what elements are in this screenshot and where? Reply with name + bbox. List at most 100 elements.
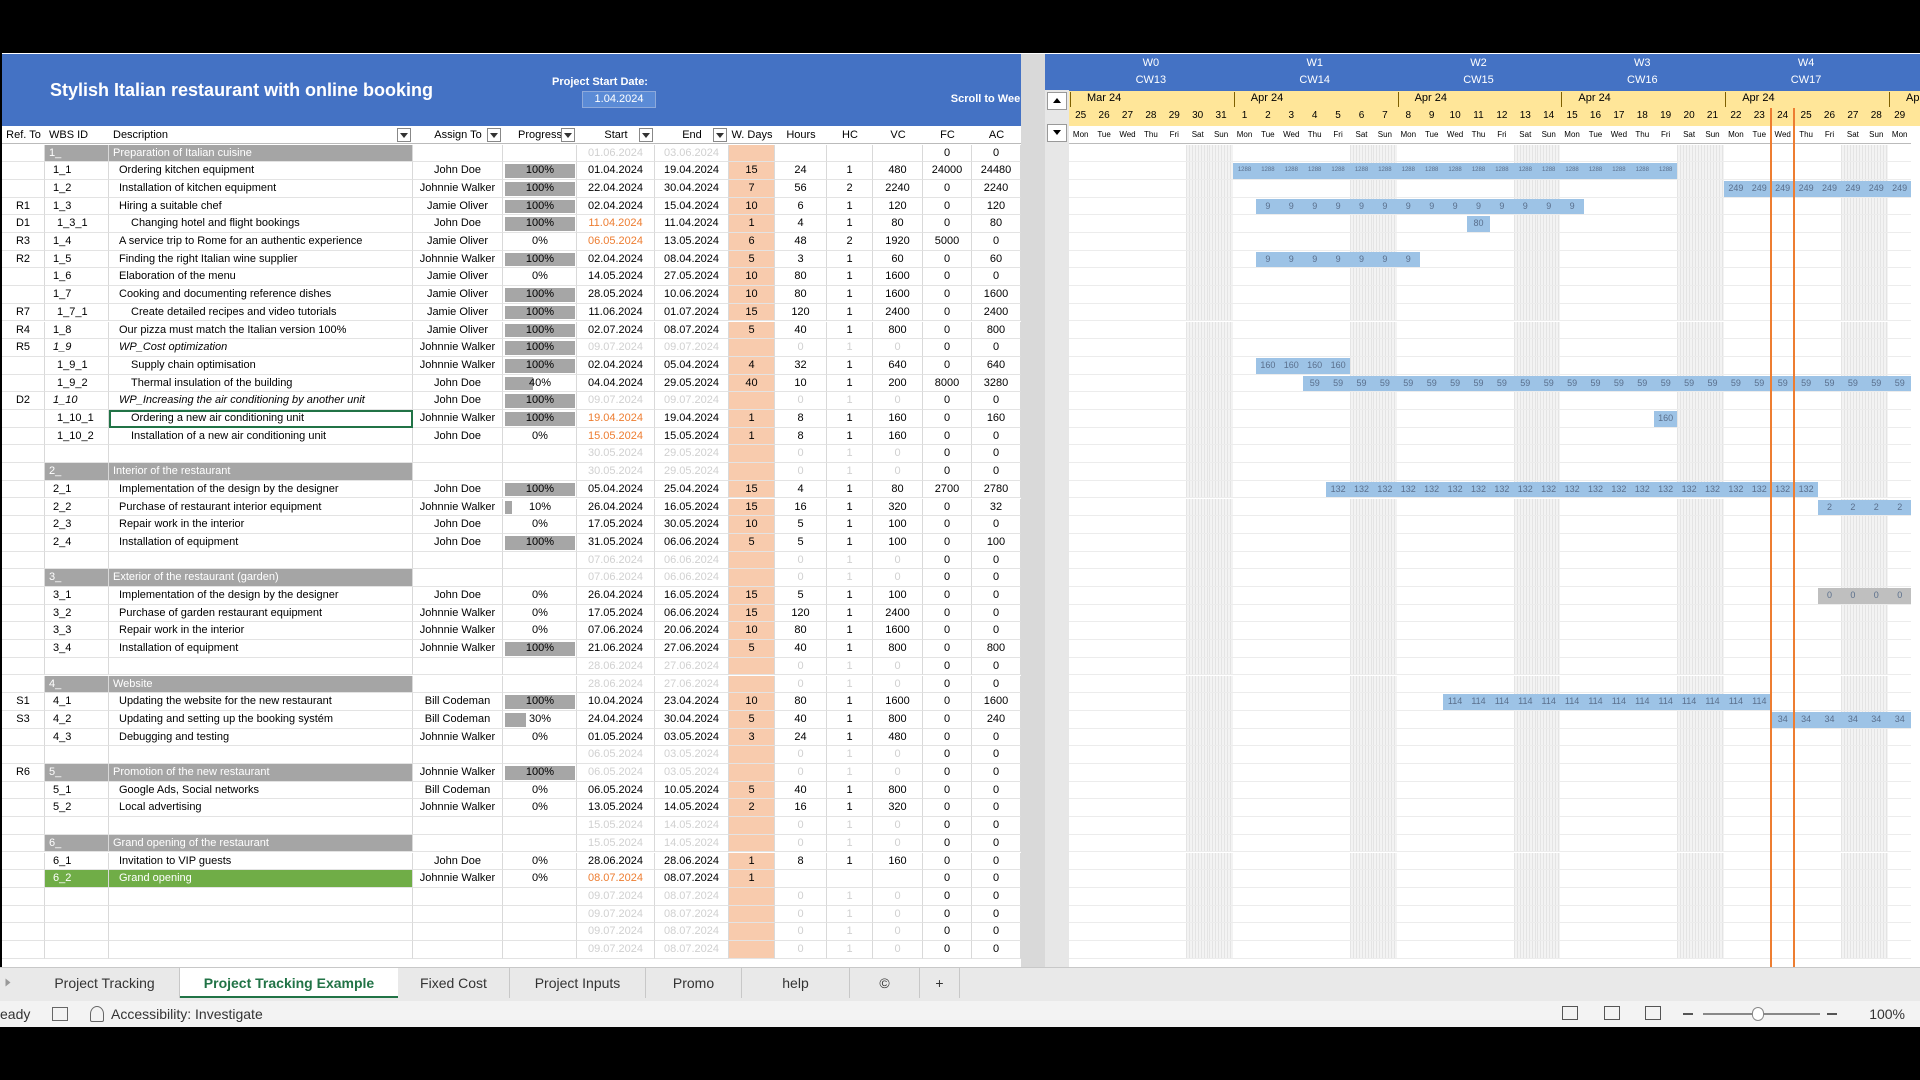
cell: 0 bbox=[873, 445, 923, 464]
cell: 0 bbox=[972, 392, 1021, 410]
zoom-out[interactable] bbox=[1683, 1013, 1693, 1015]
cell: 24000 bbox=[923, 162, 972, 180]
timeline-cell bbox=[1443, 516, 1467, 534]
cell: R1 bbox=[2, 197, 45, 216]
timeline-cell bbox=[1349, 410, 1374, 428]
cell: 1 bbox=[827, 286, 873, 304]
cell: 0 bbox=[775, 657, 827, 676]
zoom-level[interactable]: 100% bbox=[1869, 1006, 1905, 1022]
timeline-cell bbox=[1630, 746, 1654, 764]
timeline-cell bbox=[1654, 870, 1678, 888]
cell: 0 bbox=[972, 516, 1021, 534]
cell: 0 bbox=[923, 941, 972, 959]
gantt-cell: 9 bbox=[1513, 198, 1537, 215]
cell bbox=[45, 657, 109, 676]
sheet-tab[interactable]: Project Tracking Example bbox=[180, 968, 398, 998]
month-band bbox=[1069, 91, 1920, 126]
gantt-cell: 2 bbox=[1864, 499, 1888, 516]
timeline-cell bbox=[1139, 533, 1163, 552]
cell: 0 bbox=[775, 746, 827, 764]
timeline-cell bbox=[1466, 498, 1491, 517]
timeline-cell bbox=[1420, 640, 1444, 658]
sheet-tab[interactable]: © bbox=[850, 968, 920, 998]
timeline-cell bbox=[1232, 693, 1257, 711]
cell bbox=[503, 834, 577, 853]
timeline-cell bbox=[1841, 551, 1865, 570]
timeline-cell bbox=[1864, 268, 1888, 287]
timeline-cell bbox=[1443, 179, 1467, 198]
timeline-cell bbox=[1490, 551, 1514, 570]
gantt-cell: 34 bbox=[1771, 711, 1795, 728]
timeline-cell bbox=[1537, 268, 1561, 287]
timeline-cell bbox=[1490, 622, 1514, 641]
header-band bbox=[2, 54, 1069, 126]
timeline-cell bbox=[1162, 887, 1186, 906]
timeline-cell bbox=[1677, 463, 1701, 481]
timeline-cell bbox=[1560, 764, 1584, 782]
timeline-cell bbox=[1888, 197, 1912, 216]
timeline-cell bbox=[1724, 250, 1748, 269]
timeline-cell bbox=[1303, 622, 1327, 641]
view-break[interactable] bbox=[1645, 1006, 1661, 1020]
gantt-cell: 59 bbox=[1794, 375, 1818, 392]
timeline-cell bbox=[1256, 233, 1280, 251]
timeline-cell bbox=[1092, 657, 1116, 676]
cell: 1 bbox=[827, 764, 873, 782]
timeline-cell bbox=[1888, 250, 1912, 269]
timeline-cell bbox=[1443, 144, 1467, 163]
cell bbox=[873, 870, 923, 888]
progress-bar bbox=[505, 376, 533, 391]
week-label: W4 bbox=[1797, 57, 1815, 69]
timeline-cell bbox=[1724, 569, 1748, 587]
timeline-cell bbox=[1700, 852, 1725, 871]
timeline-cell bbox=[1162, 498, 1186, 517]
timeline-cell bbox=[1303, 463, 1327, 481]
timeline-cell bbox=[1724, 445, 1748, 464]
sheet-tab[interactable]: Project Tracking bbox=[30, 968, 180, 998]
timeline-cell bbox=[1537, 710, 1561, 729]
timeline-cell bbox=[1396, 905, 1420, 924]
timeline-cell bbox=[1677, 587, 1701, 605]
progress-bar bbox=[505, 164, 575, 178]
timeline-cell bbox=[1209, 533, 1233, 552]
timeline-cell bbox=[1560, 905, 1584, 924]
cell: 0 bbox=[775, 551, 827, 570]
gantt-cell: 59 bbox=[1396, 375, 1420, 392]
timeline-cell bbox=[1654, 321, 1678, 340]
timeline-cell bbox=[1677, 144, 1701, 163]
timeline-cell bbox=[1279, 445, 1303, 464]
timeline-cell bbox=[1256, 781, 1280, 800]
sheet-tab[interactable]: help bbox=[742, 968, 850, 998]
sheet-tab[interactable]: Promo bbox=[646, 968, 742, 998]
view-layout[interactable] bbox=[1604, 1006, 1620, 1020]
timeline-cell bbox=[1303, 764, 1327, 782]
cell: 30.05.2024 bbox=[577, 445, 655, 464]
zoom-thumb[interactable] bbox=[1752, 1007, 1764, 1021]
timeline-cell bbox=[1607, 781, 1631, 800]
cell: 0 bbox=[775, 817, 827, 835]
timeline-cell bbox=[1443, 746, 1467, 764]
timeline-cell bbox=[1724, 144, 1748, 163]
timeline-cell bbox=[1747, 410, 1771, 428]
timeline-cell bbox=[1232, 303, 1257, 322]
timeline-cell bbox=[1186, 215, 1210, 233]
zoom-in[interactable] bbox=[1827, 1013, 1837, 1015]
timeline-cell bbox=[1841, 569, 1865, 587]
timeline-cell bbox=[1817, 764, 1842, 782]
accessibility-status[interactable]: Accessibility: Investigate bbox=[111, 1006, 263, 1022]
view-normal[interactable] bbox=[1562, 1006, 1578, 1020]
weekday: Sat bbox=[1186, 126, 1210, 144]
sheet-tab[interactable]: Project Inputs bbox=[510, 968, 646, 998]
timeline-cell bbox=[1443, 640, 1467, 658]
timeline-cell bbox=[1069, 339, 1093, 357]
timeline-cell bbox=[1794, 268, 1818, 287]
sheet-tab[interactable]: Fixed Cost bbox=[398, 968, 510, 998]
cell: 02.07.2024 bbox=[577, 321, 655, 340]
timeline-cell bbox=[1443, 622, 1467, 641]
day-number: 15 bbox=[1566, 110, 1578, 121]
timeline-cell bbox=[1186, 268, 1210, 287]
timeline-cell bbox=[1864, 569, 1888, 587]
day-number: 28 bbox=[1870, 110, 1882, 121]
timeline-cell bbox=[1490, 905, 1514, 924]
sheet-tab[interactable]: + bbox=[920, 968, 960, 998]
